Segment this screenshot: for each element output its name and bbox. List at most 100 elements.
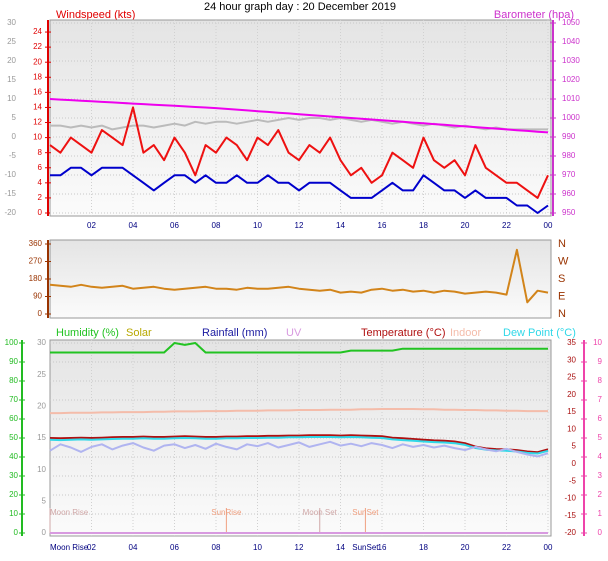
y2-tick-label: 950 [562, 208, 576, 217]
y3-tick-label: -20 [4, 208, 16, 217]
y4-tick-label: 2 [598, 490, 603, 499]
x-tick-label: 14 [336, 543, 345, 552]
legend-label: Solar [126, 327, 152, 339]
y3-tick-label: -5 [9, 151, 17, 160]
annotation-label: Moon Rise [50, 508, 89, 517]
y-tick-label: 30 [9, 471, 18, 480]
y4-tick-label: 3 [598, 471, 603, 480]
series-line [50, 166, 549, 214]
x-tick-label: 16 [378, 543, 387, 552]
y2-tick-label: 35 [567, 338, 576, 347]
y3-tick-label: 30 [7, 18, 16, 27]
y2-tick-label: 1030 [562, 56, 580, 65]
annotation-label: SunSet [352, 508, 379, 517]
y-tick-label: 60 [9, 414, 18, 423]
y3-tick-label: 10 [37, 465, 46, 474]
y2-tick-label: 0 [572, 459, 577, 468]
y3-tick-label: 5 [12, 113, 17, 122]
legend-label: UV [286, 327, 302, 339]
y-tick-label: 90 [33, 292, 42, 301]
y4-tick-label: 4 [598, 452, 603, 461]
x-tick-label: 04 [129, 221, 138, 230]
x-tick-label: 00 [544, 221, 553, 230]
y-tick-label: 0 [14, 528, 19, 537]
y4-tick-label: 6 [598, 414, 603, 423]
x-tick-label: 12 [295, 221, 304, 230]
y2-tick-label: 1040 [562, 37, 580, 46]
y2-tick-label: 980 [562, 151, 576, 160]
y2-tick-label: 1050 [562, 18, 580, 27]
chart-title: 24 hour graph day : 20 December 2019 [204, 1, 396, 13]
y3-tick-label: 15 [37, 433, 46, 442]
y-tick-label: 12 [33, 118, 42, 127]
x-tick-label: 08 [212, 221, 221, 230]
series-line [49, 440, 549, 458]
y4-tick-label: 10 [593, 338, 602, 347]
y3-tick-label: -10 [4, 170, 16, 179]
x-tick-label: 16 [378, 221, 387, 230]
y2-tick-label: 960 [562, 189, 576, 198]
x-tick-label: 00 [544, 543, 553, 552]
legend-label: Temperature (°C) [361, 327, 445, 339]
y-tick-label: 14 [33, 103, 42, 112]
y3-tick-label: 15 [7, 75, 16, 84]
x-tick-label: 06 [170, 543, 179, 552]
y2-tick-label: 15 [567, 407, 576, 416]
x-tick-label: 22 [502, 221, 511, 230]
y2-tick-label: N [558, 238, 566, 250]
y2-tick-label: 25 [567, 373, 576, 382]
y3-tick-label: 5 [42, 496, 47, 505]
series-line [49, 98, 549, 134]
y-tick-label: 270 [29, 257, 43, 266]
y-tick-label: 360 [29, 239, 43, 248]
y2-tick-label: 1000 [562, 113, 580, 122]
y-tick-label: 90 [9, 357, 18, 366]
x-tick-label: 10 [253, 543, 262, 552]
annotation-label: Moon Set [303, 508, 338, 517]
y2-tick-label: 10 [567, 424, 576, 433]
series-line [50, 342, 548, 354]
series-line [50, 408, 548, 415]
y2-tick-label: 30 [567, 355, 576, 364]
y2-tick-label: 20 [567, 390, 576, 399]
y3-tick-label: 30 [37, 338, 46, 347]
x-tick-label: 18 [419, 543, 428, 552]
y3-tick-label: 20 [37, 401, 46, 410]
x-tick-label: 20 [461, 543, 470, 552]
y3-tick-label: 10 [7, 94, 16, 103]
y-tick-label: 180 [29, 274, 43, 283]
series-line [49, 434, 549, 454]
legend-label: Rainfall (mm) [202, 327, 267, 339]
series-line [49, 106, 549, 199]
y2-tick-label: S [558, 273, 565, 285]
y-axis-title: Windspeed (kts) [56, 9, 135, 21]
y4-tick-label: 8 [598, 376, 603, 385]
y2-tick-label: 990 [562, 132, 576, 141]
y-tick-label: 4 [38, 178, 43, 187]
y-tick-label: 20 [33, 57, 42, 66]
y2-axis-title: Barometer (hpa) [494, 9, 574, 21]
series-line [49, 248, 549, 304]
y4-tick-label: 1 [598, 509, 603, 518]
y2-tick-label: -10 [564, 494, 576, 503]
y-tick-label: 16 [33, 87, 42, 96]
x-tick-label: 04 [129, 543, 138, 552]
x-tick-label: 12 [295, 543, 304, 552]
x-tick-label: 10 [253, 221, 262, 230]
y4-tick-label: 5 [598, 433, 603, 442]
y-tick-label: 80 [9, 376, 18, 385]
y2-tick-label: W [558, 255, 569, 267]
y3-tick-label: 0 [12, 132, 17, 141]
y2-tick-label: 1020 [562, 75, 580, 84]
y2-tick-label: 5 [572, 442, 577, 451]
y2-tick-label: -20 [564, 528, 576, 537]
y-tick-label: 20 [9, 490, 18, 499]
x-tick-label: 18 [419, 221, 428, 230]
plot-area [49, 239, 552, 319]
y-tick-label: 70 [9, 395, 18, 404]
x-tick-label: 08 [212, 543, 221, 552]
y-tick-label: 6 [38, 163, 43, 172]
y2-tick-label: E [558, 290, 565, 302]
y2-tick-label: 1010 [562, 94, 580, 103]
y-tick-label: 10 [9, 509, 18, 518]
